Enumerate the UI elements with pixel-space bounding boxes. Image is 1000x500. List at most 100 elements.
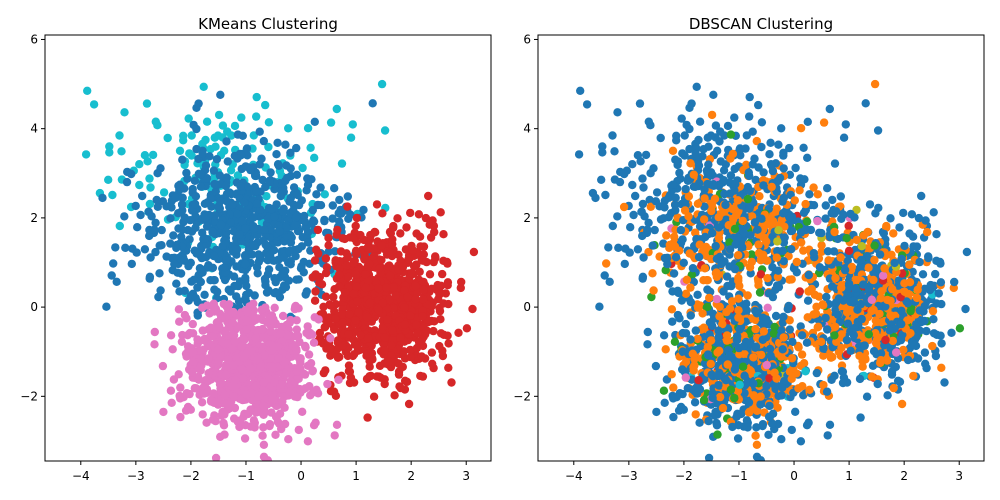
scatter-point xyxy=(817,247,826,256)
scatter-point xyxy=(746,231,755,240)
scatter-point xyxy=(268,396,278,405)
scatter-point xyxy=(233,154,242,163)
scatter-point xyxy=(378,209,387,218)
scatter-point xyxy=(869,347,879,356)
scatter-point xyxy=(698,309,707,318)
scatter-point xyxy=(883,391,892,400)
scatter-point xyxy=(251,334,261,343)
scatter-point xyxy=(837,330,846,339)
scatter-point xyxy=(228,200,237,210)
scatter-point xyxy=(135,160,144,169)
scatter-point xyxy=(324,233,333,243)
scatter-point xyxy=(303,124,313,133)
scatter-point xyxy=(777,124,786,133)
scatter-point xyxy=(730,113,739,122)
scatter-point xyxy=(620,169,629,179)
scatter-point xyxy=(289,206,298,215)
scatter-point xyxy=(821,214,830,223)
scatter-point xyxy=(412,343,422,353)
scatter-point xyxy=(241,294,250,303)
scatter-point xyxy=(282,223,291,232)
scatter-point xyxy=(661,345,670,354)
scatter-point xyxy=(855,351,864,360)
scatter-point xyxy=(644,117,653,126)
scatter-point xyxy=(415,267,424,276)
scatter-point xyxy=(745,186,754,196)
scatter-point xyxy=(261,100,270,110)
scatter-point xyxy=(291,252,300,261)
scatter-point xyxy=(906,329,915,338)
scatter-point xyxy=(402,223,411,232)
scatter-point xyxy=(220,146,229,155)
scatter-point xyxy=(178,225,187,234)
scatter-point xyxy=(859,231,868,240)
scatter-point xyxy=(598,142,607,151)
scatter-point xyxy=(705,293,714,303)
scatter-point xyxy=(330,325,339,334)
scatter-point xyxy=(427,284,436,293)
scatter-point xyxy=(742,299,751,308)
scatter-point xyxy=(839,133,849,142)
scatter-point xyxy=(650,225,659,235)
scatter-point xyxy=(223,339,232,348)
scatter-point xyxy=(643,340,652,349)
scatter-point xyxy=(285,246,294,255)
scatter-point xyxy=(375,361,385,370)
scatter-point xyxy=(361,283,371,293)
scatter-point xyxy=(338,318,347,327)
scatter-point xyxy=(170,259,179,269)
scatter-point xyxy=(443,278,453,287)
scatter-point xyxy=(399,347,408,356)
scatter-point xyxy=(897,306,906,315)
scatter-point xyxy=(757,118,767,127)
scatter-point xyxy=(710,194,720,203)
scatter-point xyxy=(356,331,365,340)
scatter-point xyxy=(628,160,637,169)
scatter-point xyxy=(703,133,712,142)
x-tick-label: −4 xyxy=(72,469,90,483)
scatter-point xyxy=(743,194,753,204)
scatter-point xyxy=(252,112,261,121)
scatter-point xyxy=(227,330,237,339)
scatter-point xyxy=(140,151,150,160)
scatter-point xyxy=(651,361,661,371)
scatter-point xyxy=(146,183,155,192)
scatter-point xyxy=(348,120,357,129)
scatter-point xyxy=(209,166,219,175)
scatter-point xyxy=(222,302,231,311)
scatter-point xyxy=(595,302,604,311)
scatter-point xyxy=(810,290,820,299)
scatter-point xyxy=(256,362,265,371)
scatter-point xyxy=(278,397,287,406)
scatter-point xyxy=(187,368,197,377)
scatter-point xyxy=(620,259,629,269)
scatter-point xyxy=(733,332,742,341)
scatter-point xyxy=(819,118,829,127)
scatter-point xyxy=(751,431,760,440)
scatter-point xyxy=(183,174,192,183)
scatter-point xyxy=(145,274,154,283)
scatter-point xyxy=(237,113,246,122)
scatter-point xyxy=(352,341,362,351)
scatter-point xyxy=(659,239,668,248)
scatter-point xyxy=(377,241,386,250)
scatter-point xyxy=(192,144,201,154)
scatter-point xyxy=(962,247,972,257)
scatter-point xyxy=(272,412,281,422)
scatter-point xyxy=(204,354,213,363)
scatter-point xyxy=(264,118,274,127)
scatter-point xyxy=(120,108,129,117)
scatter-point xyxy=(328,201,337,210)
scatter-point xyxy=(334,270,344,279)
scatter-point xyxy=(876,294,886,303)
scatter-point xyxy=(351,316,360,325)
scatter-point xyxy=(220,399,230,408)
scatter-point xyxy=(202,174,212,183)
scatter-point xyxy=(404,399,414,409)
scatter-point xyxy=(638,174,647,183)
scatter-point xyxy=(284,124,293,133)
scatter-point xyxy=(283,331,292,340)
scatter-point xyxy=(791,407,800,416)
scatter-point xyxy=(791,163,800,173)
scatter-point xyxy=(159,407,168,417)
